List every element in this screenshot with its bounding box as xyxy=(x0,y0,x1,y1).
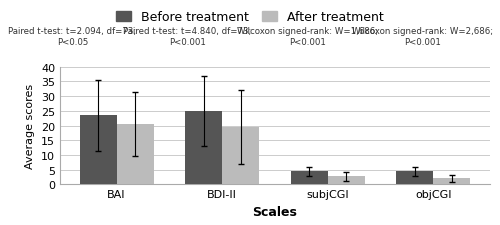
Text: Wilcoxon signed-rank: W=1,686;
P<0.001: Wilcoxon signed-rank: W=1,686; P<0.001 xyxy=(237,27,378,46)
Bar xyxy=(185,111,222,184)
Text: Paired t-test: t=2.094, df=73;
P<0.05: Paired t-test: t=2.094, df=73; P<0.05 xyxy=(8,27,136,46)
Y-axis label: Average scores: Average scores xyxy=(26,84,36,168)
Bar xyxy=(434,179,470,184)
Legend: Before treatment, After treatment: Before treatment, After treatment xyxy=(112,6,388,29)
Text: Wilcoxon signed-rank: W=2,686;
P<0.001: Wilcoxon signed-rank: W=2,686; P<0.001 xyxy=(352,27,493,46)
Bar xyxy=(222,127,259,184)
Bar xyxy=(80,116,116,184)
Bar xyxy=(116,125,154,184)
Text: Paired t-test: t=4.840, df=73;
P<0.001: Paired t-test: t=4.840, df=73; P<0.001 xyxy=(124,27,252,46)
Bar xyxy=(291,171,328,184)
X-axis label: Scales: Scales xyxy=(252,205,298,218)
Bar xyxy=(328,176,365,184)
Bar xyxy=(396,171,434,184)
